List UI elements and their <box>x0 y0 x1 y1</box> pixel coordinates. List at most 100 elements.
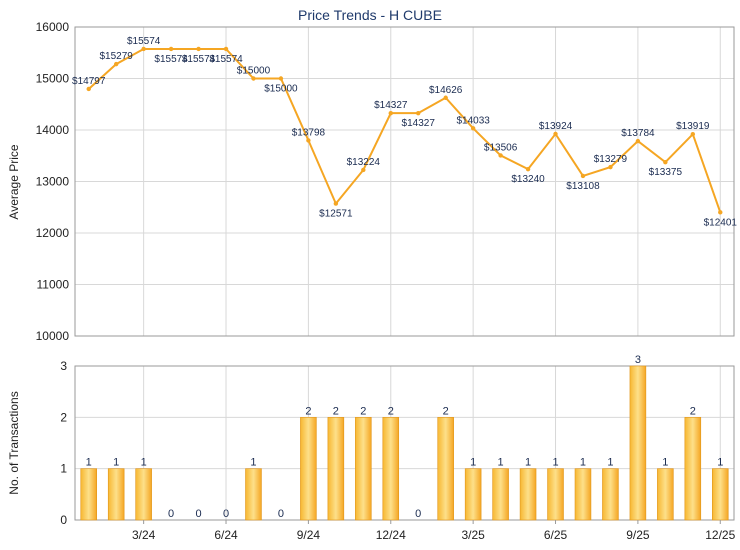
price-data-label: $15574 <box>127 36 161 47</box>
price-data-label: $13108 <box>566 181 600 192</box>
transaction-count-label: 2 <box>443 405 449 417</box>
price-line-panel: 10000 11000 12000 13000 14000 15000 16000 Aver… <box>7 20 737 343</box>
price-data-label: $13240 <box>511 174 545 185</box>
transaction-bar <box>602 468 619 521</box>
price-y-tick-label: 12000 <box>36 226 70 240</box>
transaction-count-label: 1 <box>717 457 723 469</box>
price-data-label: $13919 <box>676 121 710 132</box>
price-point <box>580 173 586 179</box>
transaction-bar <box>327 417 345 521</box>
price-point <box>333 201 339 206</box>
price-y-tick-label: 14000 <box>36 123 70 137</box>
transaction-count-label: 2 <box>333 405 339 417</box>
transaction-count-label: 0 <box>168 508 174 520</box>
price-point <box>525 166 531 172</box>
transaction-count-label: 0 <box>278 508 284 520</box>
transaction-bar <box>574 468 592 521</box>
price-data-label: $14327 <box>374 100 408 111</box>
transactions-y-tick-label: 3 <box>60 359 67 373</box>
transaction-bar <box>107 468 125 521</box>
price-point <box>498 153 503 158</box>
price-point <box>388 110 393 116</box>
price-data-label: $12571 <box>319 209 353 220</box>
price-point <box>196 46 201 52</box>
price-y-tick-label: 16000 <box>36 20 70 34</box>
transaction-count-label: 1 <box>525 457 531 469</box>
transaction-bar <box>547 468 564 521</box>
transaction-count-label: 1 <box>250 457 256 469</box>
price-data-label: $13506 <box>484 142 518 153</box>
price-point <box>86 86 91 92</box>
transaction-bar <box>245 468 262 521</box>
price-point <box>608 164 613 170</box>
transaction-bar <box>657 468 674 521</box>
price-point <box>443 95 448 100</box>
price-y-tick-label: 15000 <box>36 72 70 86</box>
transaction-count-label: 0 <box>196 508 202 520</box>
price-data-label: $15574 <box>182 54 216 65</box>
price-data-label: $14033 <box>456 115 490 126</box>
transaction-count-label: 1 <box>86 457 92 469</box>
price-data-label: $15574 <box>154 54 188 65</box>
transaction-count-label: 2 <box>388 405 394 417</box>
x-tick-label: 12/24 <box>376 528 406 542</box>
price-point <box>416 110 421 116</box>
transaction-bar <box>684 417 702 521</box>
transaction-bar <box>492 468 509 521</box>
transaction-count-label: 1 <box>498 457 504 469</box>
transaction-bar <box>355 417 372 521</box>
transactions-bar-panel: 0 1 2 3 No. of Transactions 1 1 1 0 0 0 1 0 2 2 2 2 0 2 1… <box>7 354 736 542</box>
price-point <box>223 46 229 52</box>
x-tick-label: 9/24 <box>297 528 321 542</box>
price-data-label: $13798 <box>292 127 326 138</box>
price-data-label: $15000 <box>237 66 271 77</box>
transaction-count-label: 2 <box>690 405 696 417</box>
price-point <box>663 159 668 165</box>
price-data-label: $14626 <box>429 85 463 96</box>
transactions-y-axis-label: No. of Transactions <box>7 391 21 494</box>
price-point <box>718 210 723 215</box>
price-point <box>635 138 641 144</box>
price-y-tick-label: 13000 <box>36 175 70 189</box>
price-point <box>251 76 256 81</box>
transaction-bar <box>629 365 647 521</box>
transactions-y-tick-label: 0 <box>60 513 67 527</box>
price-data-label: $13224 <box>347 157 381 168</box>
price-data-label: $15574 <box>209 54 243 65</box>
price-point <box>690 131 696 137</box>
transaction-bar <box>437 417 454 521</box>
price-data-label: $15000 <box>264 84 298 95</box>
transaction-count-label: 1 <box>580 457 586 469</box>
transactions-plot-frame <box>74 365 735 521</box>
price-series-line <box>88 47 722 213</box>
price-point <box>278 76 284 81</box>
x-tick-label: 3/24 <box>132 528 156 542</box>
price-y-tick-label: 10000 <box>36 329 70 343</box>
price-point <box>470 126 476 131</box>
price-plot-frame <box>74 26 735 337</box>
transaction-bar <box>135 468 152 521</box>
price-data-label: $14797 <box>72 76 106 87</box>
transaction-count-label: 1 <box>552 457 558 469</box>
price-y-tick-label: 11000 <box>37 278 70 292</box>
price-point <box>361 167 366 173</box>
transaction-bar <box>382 417 400 521</box>
x-tick-label: 6/25 <box>544 528 568 542</box>
transaction-bar <box>80 468 97 521</box>
price-data-label: $13784 <box>621 128 655 139</box>
chart-title: Price Trends - H CUBE <box>298 7 442 23</box>
price-point <box>168 46 174 52</box>
transaction-count-label: 1 <box>607 457 613 469</box>
transaction-bar <box>300 417 317 521</box>
price-y-axis-label: Average Price <box>7 144 21 219</box>
transactions-y-tick-label: 2 <box>60 410 67 424</box>
price-data-label: $13375 <box>649 167 683 178</box>
transaction-bar <box>464 468 482 521</box>
transaction-count-label: 1 <box>113 457 119 469</box>
price-point <box>141 46 146 52</box>
price-data-label: $15279 <box>100 51 134 62</box>
transaction-bar <box>519 468 537 521</box>
transaction-count-label: 3 <box>635 354 641 366</box>
transactions-y-tick-label: 1 <box>60 462 67 476</box>
transaction-count-label: 2 <box>360 405 366 417</box>
